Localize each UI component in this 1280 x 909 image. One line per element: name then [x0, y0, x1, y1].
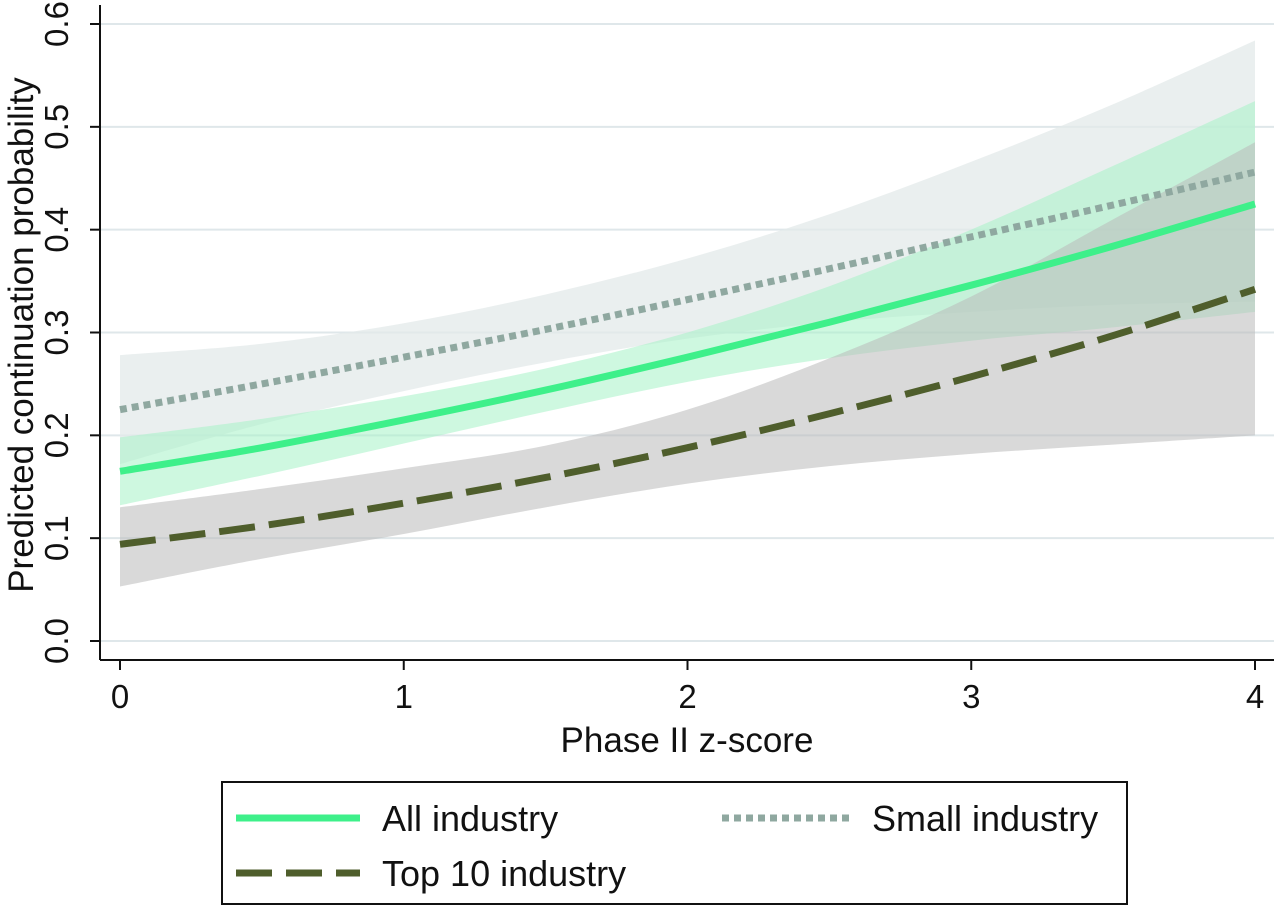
legend-label-all-industry: All industry	[382, 798, 558, 839]
series-line-all-industry	[119, 200, 1256, 475]
x-tick-label: 3	[962, 678, 980, 715]
series-lines	[119, 168, 1257, 548]
y-tick-label: 0.5	[38, 104, 75, 150]
x-axis-title: Phase II z-score	[561, 721, 814, 760]
x-tick-label: 0	[111, 678, 129, 715]
y-tick-label: 0.1	[38, 515, 75, 561]
y-tick-label: 0.4	[38, 207, 75, 253]
legend-label-small-industry: Small industry	[872, 798, 1098, 839]
confidence-band-top-10-industry	[120, 142, 1255, 587]
x-ticks: 0 1 2 3 4	[111, 660, 1264, 715]
x-tick-label: 1	[395, 678, 413, 715]
legend: All industry Small industry Top 10 industr…	[221, 781, 1128, 905]
x-tick-label: 4	[1246, 678, 1264, 715]
y-tick-label: 0.0	[38, 618, 75, 664]
series-line-top-10-industry	[119, 285, 1257, 548]
legend-box	[221, 781, 1128, 905]
y-tick-label: 0.6	[38, 1, 75, 47]
confidence-bands	[120, 40, 1255, 587]
y-axis-title: Predicted continuation probability	[2, 77, 41, 593]
legend-label-top-10-industry: Top 10 industry	[382, 853, 626, 894]
series-line-small-industry	[119, 168, 1256, 414]
y-ticks: 0.0 0.1 0.2 0.3 0.4 0.5 0.6	[38, 1, 100, 664]
y-tick-label: 0.3	[38, 310, 75, 356]
x-tick-label: 2	[678, 678, 696, 715]
confidence-band-all-industry	[120, 101, 1255, 506]
y-tick-label: 0.2	[38, 412, 75, 458]
